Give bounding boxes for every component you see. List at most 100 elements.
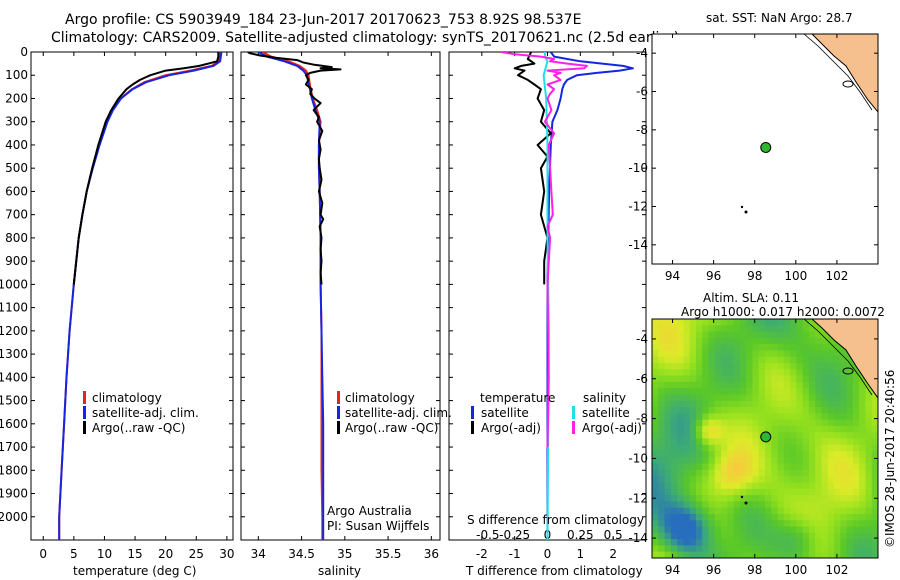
sla-heatmap-cell [859,532,867,540]
sla-heatmap-cell [796,319,804,326]
sla-heatmap-cell [727,495,735,502]
sla-heatmap-cell [683,513,691,521]
sla-heatmap-cell [821,551,829,558]
legend-swatch-climatology [337,391,340,404]
sla-heatmap-cell [714,482,722,490]
sla-heatmap-cell [727,413,735,421]
sla-heatmap-cell [727,482,735,490]
sla-heatmap-cell [746,482,754,490]
sla-heatmap-cell [652,432,659,440]
sla-heatmap-cell [695,407,703,414]
sla-heatmap-cell [714,457,722,465]
sla-heatmap-cell [834,507,841,515]
sla-heatmap-cell [815,375,823,383]
sla-heatmap-cell [695,425,703,433]
map-y-tick-label: -4 [636,332,648,346]
sla-heatmap-cell [752,432,760,440]
sla-heatmap-cell [677,444,684,452]
sla-heatmap-cell [708,319,716,326]
sla-heatmap-cell [834,419,841,427]
sla-heatmap-cell [790,457,797,465]
sla-heatmap-cell [846,539,854,547]
sla-heatmap-cell [721,369,728,377]
sla-heatmap-cell [714,337,722,345]
sla-heatmap-cell [765,331,772,339]
depth-tick-label: 400 [5,138,28,152]
sla-heatmap-cell [765,363,772,370]
sla-heatmap-cell [695,463,703,471]
sla-heatmap-cell [746,539,754,547]
sla-heatmap-cell [652,425,659,433]
sla-heatmap-cell [727,356,735,364]
map-y-tick-label: -6 [636,85,648,99]
sla-heatmap-cell [827,381,835,389]
sla-heatmap-cell [771,369,779,377]
sla-heatmap-cell [708,482,716,490]
sla-heatmap-cell [752,539,760,547]
sla-heatmap-cell [695,432,703,440]
sla-heatmap-cell [846,488,854,496]
temperature-plot-frame [30,51,234,541]
sla-heatmap-cell [859,394,867,402]
sla-heatmap-cell [658,432,666,440]
map-x-tick-label: 96 [706,563,721,577]
sla-heatmap-cell [859,495,867,502]
sla-heatmap-cell [834,363,841,370]
sla-heatmap-cell [739,363,747,370]
sla-heatmap-cell [821,476,829,484]
sla-heatmap-cell [695,381,703,389]
sla-heatmap-cell [796,526,804,534]
sla-heatmap-cell [827,539,835,547]
sla-heatmap-cell [683,551,691,558]
sla-heatmap-cell [683,438,691,446]
temperature-axis-label: temperature (deg C) [73,564,196,578]
sla-heatmap-cell [777,319,785,326]
sla-heatmap-cell [796,419,804,427]
sla-heatmap-cell [677,369,684,377]
figure-title-line2: Climatology: CARS2009. Satellite-adjuste… [51,30,679,46]
sla-heatmap-cell [683,545,691,553]
sla-heatmap-cell [871,432,878,440]
sla-heatmap-cell [658,539,666,547]
sla-heatmap-cell [746,413,754,421]
depth-tick-label: 1100 [0,301,28,315]
sla-heatmap-cell [859,520,867,528]
sla-heatmap-cell [727,407,735,414]
sla-heatmap-cell [721,495,728,502]
sla-heatmap-cell [658,469,666,477]
sla-heatmap-cell [783,337,791,345]
sla-heatmap-cell [821,388,829,396]
sla-heatmap-cell [859,539,867,547]
sla-heatmap-cell [752,344,760,352]
sla-heatmap-cell [815,350,823,358]
sla-heatmap-cell [827,463,835,471]
sla-heatmap-cell [670,381,678,389]
sla-heatmap-cell [827,438,835,446]
sla-heatmap-cell [871,482,878,490]
sla-heatmap-cell [758,388,766,396]
sla-heatmap-cell [714,407,722,414]
sla-heatmap-cell [859,457,867,465]
sla-heatmap-cell [827,520,835,528]
sla-heatmap-cell [808,344,816,352]
sla-heatmap-cell [808,507,816,515]
sla-heatmap-cell [677,476,684,484]
sla-heatmap-cell [664,394,672,402]
sla-heatmap-cell [821,438,829,446]
sla-heatmap-cell [683,425,691,433]
sla-heatmap-cell [834,381,841,389]
x-tick-label: 30 [219,547,234,561]
sla-heatmap-cell [695,451,703,458]
x-tick-label: -1 [509,547,521,561]
sla-heatmap-cell [739,394,747,402]
sla-heatmap-cell [683,331,691,339]
sla-heatmap-cell [783,432,791,440]
sla-heatmap-cell [777,381,785,389]
sla-heatmap-cell [677,325,684,333]
sla-heatmap-cell [796,400,804,408]
sla-heatmap-cell [859,501,867,509]
sla-heatmap-cell [771,337,779,345]
sla-heatmap-cell [808,432,816,440]
sla-heatmap-cell [714,363,722,370]
sla-heatmap-cell [733,482,741,490]
